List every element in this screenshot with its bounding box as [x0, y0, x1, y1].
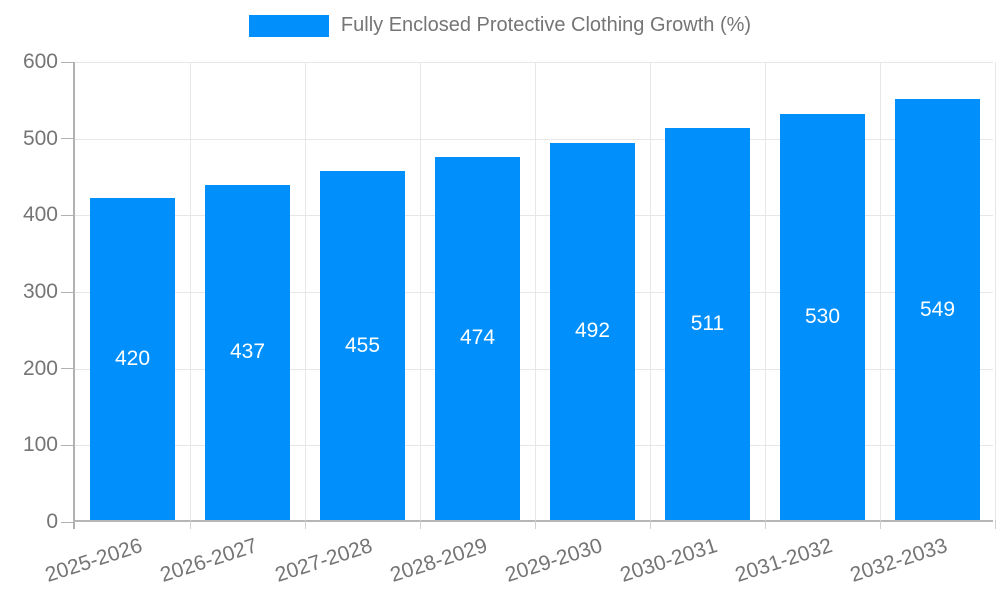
bar-value-label: 549: [919, 297, 956, 321]
bar[interactable]: 511: [665, 128, 750, 520]
bar-value-label: 511: [690, 312, 725, 336]
y-axis-tick: [61, 291, 73, 293]
bar-value-label: 420: [114, 347, 151, 370]
v-gridline: [419, 62, 421, 520]
x-axis-tick: [879, 520, 881, 529]
x-axis-tick: [304, 520, 306, 529]
y-axis-label: 100: [22, 433, 58, 457]
legend-item[interactable]: Fully Enclosed Protective Clothing Growt…: [0, 14, 1000, 37]
y-axis-tick: [61, 444, 73, 446]
bar[interactable]: 492: [550, 142, 635, 520]
y-axis-label: 600: [22, 50, 58, 73]
y-axis-label: 400: [22, 203, 58, 227]
h-gridline: [75, 292, 993, 293]
plot-area: 0 100 200 300 400 500 600 420 437 455 474 492 511 530…: [23, 50, 996, 587]
h-gridline: [75, 62, 993, 63]
y-axis-label: 0: [46, 510, 58, 533]
v-gridline: [189, 62, 191, 520]
y-axis-tick: [61, 214, 73, 216]
y-axis-label: 500: [22, 126, 58, 150]
legend-label: Fully Enclosed Protective Clothing Growt…: [340, 14, 752, 36]
v-gridline: [764, 62, 766, 520]
bar-value-label: 455: [344, 333, 381, 357]
v-gridline: [649, 62, 651, 520]
bar[interactable]: 420: [90, 198, 175, 520]
v-gridline: [534, 62, 536, 520]
bar[interactable]: 474: [435, 156, 520, 520]
x-axis-tick: [189, 520, 191, 529]
x-axis-tick: [764, 520, 766, 529]
h-gridline: [75, 215, 993, 217]
v-gridline: [879, 62, 881, 520]
bar[interactable]: 455: [320, 171, 405, 520]
h-gridline: [75, 138, 993, 140]
x-axis-tick: [73, 520, 75, 529]
y-axis-label: 300: [22, 280, 58, 303]
bar[interactable]: 530: [780, 113, 865, 520]
v-gridline: [994, 62, 996, 520]
h-gridline: [75, 368, 993, 370]
bar-value-label: 492: [574, 319, 611, 343]
bar-value-label: 474: [459, 326, 496, 350]
v-gridline: [304, 62, 306, 520]
y-axis-label: 200: [22, 356, 58, 380]
x-axis-tick: [534, 520, 536, 529]
bar-value-label: 530: [804, 304, 841, 328]
legend-swatch: [248, 14, 329, 37]
h-gridline: [75, 445, 993, 447]
x-axis-tick: [419, 520, 421, 529]
y-axis-tick: [61, 521, 73, 523]
x-axis-tick: [994, 520, 996, 529]
y-axis-tick: [61, 61, 73, 63]
x-axis-tick: [649, 520, 651, 529]
bar-value-label: 437: [229, 340, 266, 364]
y-axis-tick: [61, 138, 73, 140]
y-axis-tick: [61, 368, 73, 370]
bar[interactable]: 549: [895, 99, 980, 520]
bar[interactable]: 437: [205, 184, 290, 520]
